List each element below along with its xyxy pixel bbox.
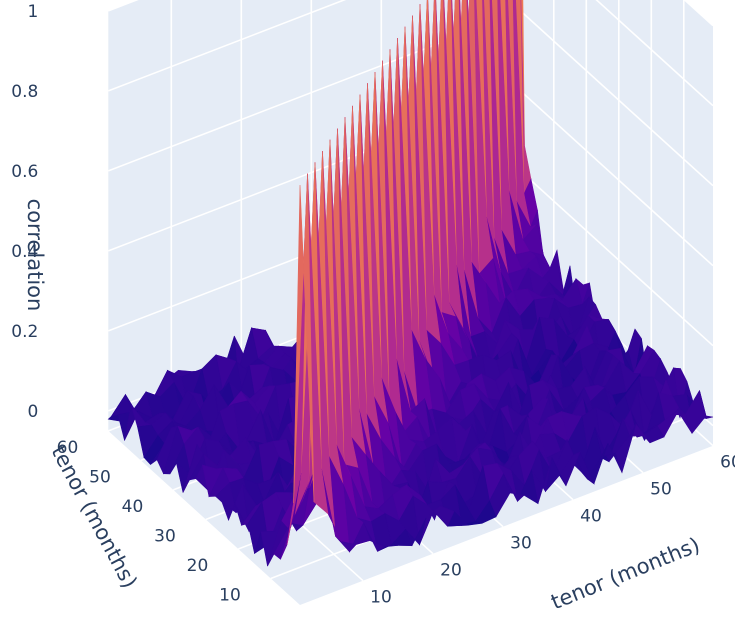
z-tick-label: 0.6	[11, 162, 38, 182]
y-tick-label: 50	[89, 467, 111, 487]
y-tick-label: 10	[219, 586, 241, 606]
z-gridline	[108, 0, 714, 107]
z-axis-title: correlation	[23, 199, 47, 312]
back-wall-right	[521, 0, 713, 446]
x-tick-label: 20	[440, 561, 462, 581]
z-tick-label: 0.4	[11, 242, 38, 262]
y-tick-label: 40	[122, 497, 144, 517]
y-tick-label: 20	[187, 556, 209, 576]
axis-tick-labels: 0 0.2 0.4 0.6 0.8 1 10 20 30 40 50 60 10 20 30 40 50 60	[11, 2, 735, 608]
x-tick-label: 40	[580, 507, 602, 527]
x-tick-label: 30	[510, 534, 532, 554]
x-axis-title: tenor (months)	[548, 533, 704, 614]
z-tick-label: 0	[27, 402, 38, 422]
x-tick-label: 10	[370, 588, 392, 608]
surface-patch[interactable]	[293, 173, 315, 504]
z-tick-label: 0.8	[11, 82, 38, 102]
x-tick-label: 60	[720, 453, 735, 473]
y-tick-label: 60	[57, 438, 79, 458]
y-tick-label: 30	[154, 527, 176, 547]
correlation-surface[interactable]	[107, 0, 714, 567]
z-tick-label: 0.2	[11, 322, 38, 342]
z-tick-label: 1	[27, 2, 38, 22]
x-tick-label: 50	[650, 480, 672, 500]
